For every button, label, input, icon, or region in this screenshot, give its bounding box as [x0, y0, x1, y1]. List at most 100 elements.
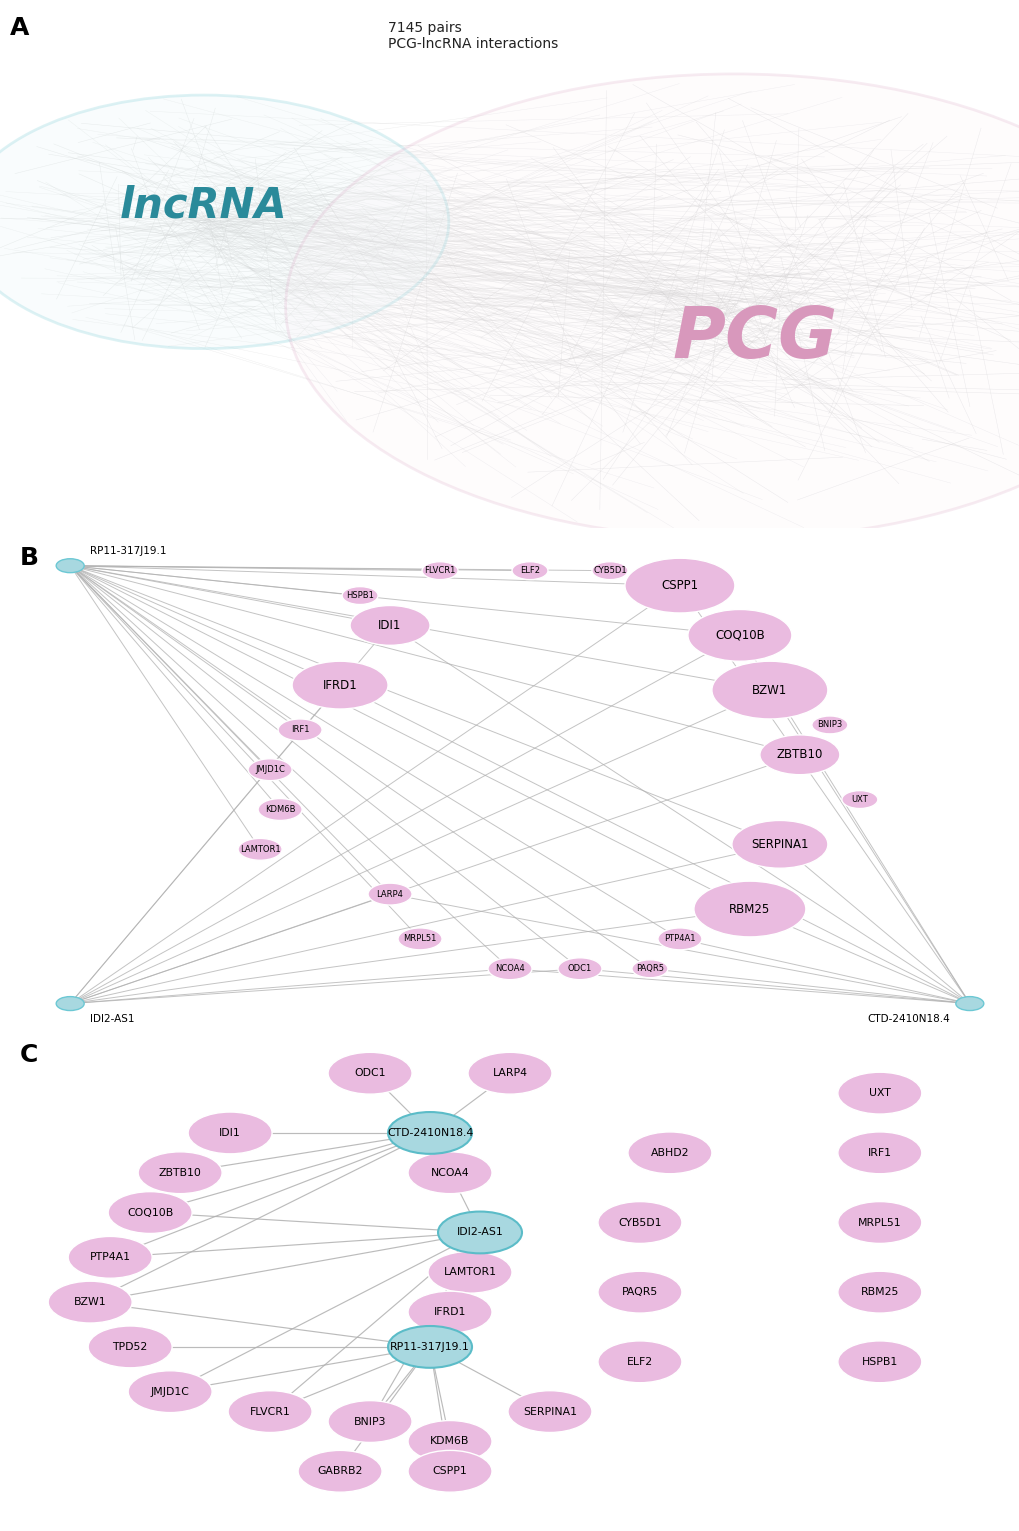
Text: IRF1: IRF1	[290, 726, 309, 735]
Text: NCOA4: NCOA4	[494, 965, 525, 974]
Circle shape	[732, 821, 827, 868]
Circle shape	[48, 1281, 132, 1323]
Text: ZBTB10: ZBTB10	[775, 749, 822, 761]
Text: KDM6B: KDM6B	[430, 1436, 470, 1447]
Circle shape	[368, 883, 412, 905]
Text: RBM25: RBM25	[860, 1288, 898, 1297]
Text: NCOA4: NCOA4	[430, 1168, 469, 1177]
Text: MRPL51: MRPL51	[403, 934, 436, 943]
Text: KDM6B: KDM6B	[265, 805, 296, 814]
Circle shape	[397, 928, 441, 949]
Circle shape	[841, 790, 877, 808]
Circle shape	[387, 1112, 472, 1154]
Circle shape	[278, 720, 322, 741]
Text: UXT: UXT	[851, 795, 867, 804]
Circle shape	[512, 562, 547, 580]
Circle shape	[408, 1151, 491, 1194]
Circle shape	[237, 839, 282, 860]
Circle shape	[837, 1271, 921, 1314]
Text: PTP4A1: PTP4A1	[663, 934, 695, 943]
Text: lncRNA: lncRNA	[120, 185, 287, 227]
Circle shape	[408, 1291, 491, 1334]
Text: 7145 pairs
PCG-lncRNA interactions: 7145 pairs PCG-lncRNA interactions	[387, 21, 557, 52]
Text: LAMTOR1: LAMTOR1	[239, 845, 280, 854]
Circle shape	[88, 1326, 172, 1367]
Circle shape	[507, 1390, 591, 1433]
Circle shape	[56, 559, 85, 573]
Circle shape	[468, 1052, 551, 1095]
Circle shape	[837, 1072, 921, 1115]
Circle shape	[0, 95, 448, 349]
Text: IDI2-AS1: IDI2-AS1	[457, 1228, 503, 1237]
Circle shape	[258, 799, 302, 821]
Circle shape	[187, 1112, 272, 1154]
Circle shape	[328, 1401, 412, 1442]
Text: LARP4: LARP4	[492, 1069, 527, 1078]
Circle shape	[437, 1211, 522, 1254]
Circle shape	[837, 1131, 921, 1174]
Text: C: C	[20, 1044, 39, 1067]
Circle shape	[628, 1131, 711, 1174]
Text: CYB5D1: CYB5D1	[593, 566, 626, 576]
Circle shape	[557, 958, 601, 980]
Text: ZBTB10: ZBTB10	[159, 1168, 202, 1177]
Text: FLVCR1: FLVCR1	[250, 1407, 290, 1416]
Text: CTD-2410N18.4: CTD-2410N18.4	[866, 1014, 949, 1024]
Text: ELF2: ELF2	[627, 1356, 652, 1367]
Text: CYB5D1: CYB5D1	[618, 1217, 661, 1228]
Text: COQ10B: COQ10B	[127, 1208, 173, 1217]
Text: BNIP3: BNIP3	[816, 721, 842, 729]
Circle shape	[657, 928, 701, 949]
Text: COQ10B: COQ10B	[714, 629, 764, 641]
Text: ODC1: ODC1	[354, 1069, 385, 1078]
Circle shape	[298, 1450, 382, 1493]
Text: JMJD1C: JMJD1C	[151, 1387, 190, 1396]
Circle shape	[597, 1202, 682, 1243]
Text: BNIP3: BNIP3	[354, 1416, 386, 1427]
Circle shape	[408, 1421, 491, 1462]
Circle shape	[597, 1271, 682, 1314]
Text: PTP4A1: PTP4A1	[90, 1252, 130, 1263]
Circle shape	[837, 1341, 921, 1382]
Text: GABRB2: GABRB2	[317, 1467, 363, 1476]
Text: B: B	[20, 547, 39, 570]
Text: CTD-2410N18.4: CTD-2410N18.4	[386, 1128, 473, 1138]
Text: PAQR5: PAQR5	[635, 965, 663, 974]
Circle shape	[128, 1370, 212, 1413]
Circle shape	[693, 882, 805, 937]
Circle shape	[408, 1450, 491, 1493]
Text: IFRD1: IFRD1	[322, 678, 357, 692]
Circle shape	[759, 735, 839, 775]
Circle shape	[341, 586, 378, 605]
Text: CSPP1: CSPP1	[660, 579, 698, 592]
Circle shape	[428, 1251, 512, 1294]
Text: ELF2: ELF2	[520, 566, 539, 576]
Circle shape	[955, 997, 983, 1010]
Text: RBM25: RBM25	[729, 903, 769, 916]
Text: IDI1: IDI1	[378, 619, 401, 632]
Text: JMJD1C: JMJD1C	[255, 766, 284, 775]
Text: RP11-317J19.1: RP11-317J19.1	[90, 545, 166, 556]
Text: RP11-317J19.1: RP11-317J19.1	[390, 1341, 470, 1352]
Text: CSPP1: CSPP1	[432, 1467, 467, 1476]
Text: LAMTOR1: LAMTOR1	[443, 1268, 496, 1277]
Text: IFRD1: IFRD1	[433, 1307, 466, 1317]
Text: IRF1: IRF1	[867, 1148, 891, 1157]
Circle shape	[138, 1151, 222, 1194]
Text: SERPINA1: SERPINA1	[523, 1407, 577, 1416]
Text: MRPL51: MRPL51	[857, 1217, 901, 1228]
Circle shape	[591, 562, 628, 580]
Text: SERPINA1: SERPINA1	[750, 837, 808, 851]
Text: ODC1: ODC1	[568, 965, 591, 974]
Text: IDI2-AS1: IDI2-AS1	[90, 1014, 135, 1024]
Circle shape	[108, 1191, 192, 1234]
Circle shape	[632, 960, 667, 978]
Text: BZW1: BZW1	[752, 684, 787, 697]
Circle shape	[56, 997, 85, 1010]
Circle shape	[228, 1390, 312, 1433]
Circle shape	[387, 1326, 472, 1367]
Circle shape	[625, 559, 734, 612]
Circle shape	[837, 1202, 921, 1243]
Circle shape	[597, 1341, 682, 1382]
Circle shape	[68, 1237, 152, 1278]
